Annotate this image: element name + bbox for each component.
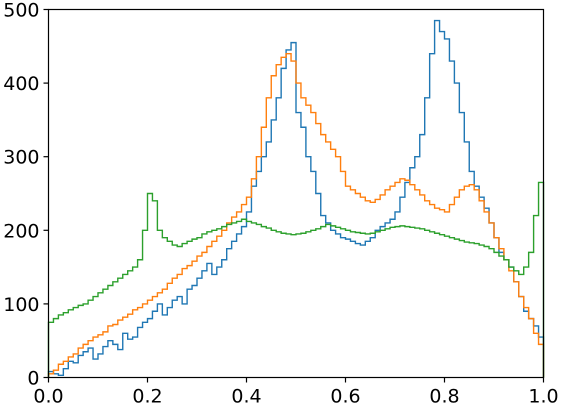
y-tick-label: 500: [3, 0, 39, 22]
x-axis-ticks: 0.0 0.2 0.4 0.6 0.8 1.0: [33, 377, 559, 405]
x-tick-label: 0.4: [231, 386, 261, 405]
y-tick-label: 0: [27, 368, 39, 390]
x-tick-label: 1.0: [528, 386, 558, 405]
plot-frame: [47, 8, 545, 379]
x-tick-label: 0.6: [330, 386, 360, 405]
y-axis-ticks: 0 100 200 300 400 500: [3, 0, 49, 390]
x-tick-label: 0.8: [429, 386, 459, 405]
x-tick-label: 0.2: [132, 386, 162, 405]
x-tick-label: 0.0: [33, 386, 63, 405]
y-tick-label: 200: [3, 220, 39, 242]
y-tick-label: 300: [3, 147, 39, 169]
y-tick-label: 100: [3, 294, 39, 316]
series-layer: [47, 19, 545, 378]
y-tick-label: 400: [3, 73, 39, 95]
histogram-series-3: [47, 181, 545, 378]
histogram-series-2: [47, 52, 545, 378]
